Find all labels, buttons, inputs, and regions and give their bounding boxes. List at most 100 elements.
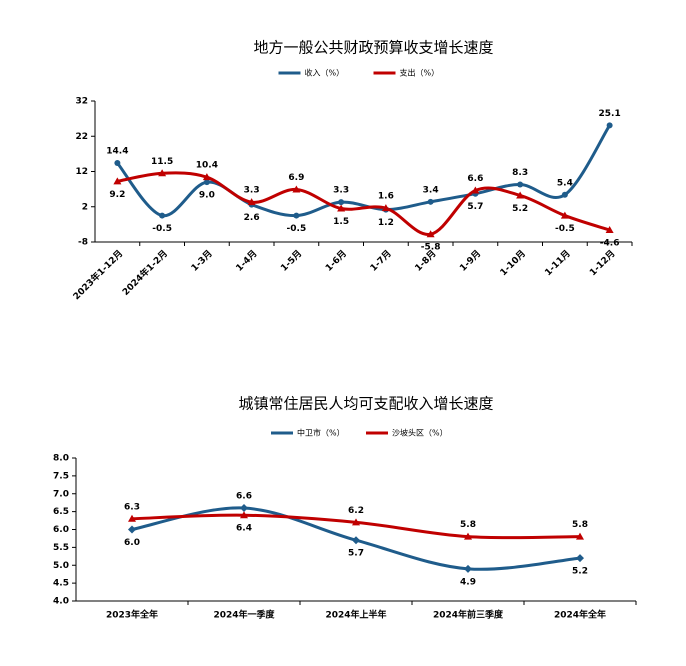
marker bbox=[293, 212, 300, 219]
x-tick-label: 1-7月 bbox=[368, 248, 394, 274]
series-line bbox=[117, 171, 611, 236]
x-tick-label: 2024年上半年 bbox=[325, 609, 386, 621]
marker bbox=[576, 532, 584, 540]
marker bbox=[292, 185, 301, 193]
series-line bbox=[116, 124, 611, 218]
data-label: -0.5 bbox=[555, 224, 575, 234]
data-label: 6.0 bbox=[124, 538, 140, 548]
data-label: 8.3 bbox=[512, 168, 528, 178]
data-label: 6.6 bbox=[467, 174, 483, 184]
data-label: -0.5 bbox=[152, 224, 172, 234]
y-tick-label: 7.5 bbox=[53, 471, 69, 481]
data-label: -0.5 bbox=[287, 224, 307, 234]
data-label: -4.6 bbox=[600, 239, 620, 249]
y-tick-label: 4.0 bbox=[53, 597, 69, 607]
data-label: 3.3 bbox=[244, 186, 260, 196]
data-label: 5.2 bbox=[512, 204, 528, 214]
y-tick-label: 5.5 bbox=[53, 543, 69, 553]
x-tick-label: 2023年全年 bbox=[106, 609, 158, 621]
marker bbox=[240, 511, 248, 519]
data-label: 5.7 bbox=[467, 202, 483, 212]
x-tick-label: 1-5月 bbox=[279, 248, 305, 274]
data-label: 14.4 bbox=[106, 147, 128, 157]
marker bbox=[352, 536, 360, 545]
data-label: 5.7 bbox=[348, 549, 364, 559]
legend-label: 沙坡头区（%） bbox=[392, 428, 448, 438]
data-label: 25.1 bbox=[599, 109, 621, 119]
x-tick-label: 2024年全年 bbox=[554, 609, 606, 621]
x-tick-label: 2024年一季度 bbox=[213, 609, 275, 621]
y-tick-label: 6.5 bbox=[53, 507, 69, 517]
x-tick-label: 2023年1-12月 bbox=[70, 247, 125, 302]
marker bbox=[560, 211, 569, 219]
data-label: 6.6 bbox=[236, 492, 252, 502]
data-label: 9.2 bbox=[109, 190, 125, 200]
marker bbox=[381, 204, 390, 212]
data-label: 6.2 bbox=[348, 506, 364, 516]
data-label: 11.5 bbox=[151, 157, 173, 167]
marker bbox=[606, 122, 613, 129]
marker bbox=[464, 564, 472, 573]
legend-label: 收入（%） bbox=[305, 68, 345, 78]
marker bbox=[113, 177, 122, 185]
data-label: 5.2 bbox=[572, 567, 588, 577]
data-label: 1.5 bbox=[333, 217, 349, 227]
marker bbox=[128, 525, 136, 534]
data-label: 5.8 bbox=[572, 520, 588, 530]
data-label: 3.3 bbox=[333, 186, 349, 196]
marker bbox=[605, 226, 614, 234]
y-tick-label: 8.0 bbox=[53, 454, 69, 464]
marker bbox=[338, 199, 345, 206]
marker bbox=[464, 532, 472, 540]
data-label: 10.4 bbox=[196, 161, 218, 171]
marker bbox=[247, 198, 256, 206]
x-tick-label: 2024年前三季度 bbox=[433, 609, 504, 621]
x-tick-label: 1-3月 bbox=[189, 248, 215, 274]
legend-label: 支出（%） bbox=[400, 68, 440, 78]
x-tick-label: 1-4月 bbox=[234, 248, 260, 274]
marker bbox=[517, 181, 524, 188]
y-tick-label: 5.0 bbox=[53, 561, 69, 571]
data-label: 4.9 bbox=[460, 577, 476, 587]
data-label: 6.3 bbox=[124, 502, 140, 512]
marker bbox=[128, 514, 136, 522]
x-tick-label: 1-6月 bbox=[323, 248, 349, 274]
data-label: 1.2 bbox=[378, 218, 394, 228]
x-tick-label: 1-9月 bbox=[458, 248, 484, 274]
marker bbox=[426, 230, 435, 238]
marker bbox=[427, 198, 434, 205]
marker bbox=[516, 191, 525, 199]
data-label: 6.9 bbox=[288, 173, 304, 183]
y-tick-label: 6.0 bbox=[53, 525, 69, 535]
marker bbox=[203, 179, 210, 186]
chart-title: 城镇常住居民人均可支配收入增长速度 bbox=[238, 395, 493, 413]
y-tick-label: 2 bbox=[82, 202, 88, 212]
x-tick-label: 2024年1-2月 bbox=[120, 247, 170, 297]
marker bbox=[352, 518, 360, 526]
data-label: 6.4 bbox=[236, 524, 252, 534]
y-tick-label: 32 bbox=[75, 97, 88, 107]
data-label: 9.0 bbox=[199, 191, 215, 201]
marker bbox=[576, 554, 584, 563]
marker bbox=[159, 212, 166, 219]
data-label: 5.4 bbox=[557, 178, 573, 188]
marker bbox=[114, 160, 121, 167]
y-tick-label: 12 bbox=[75, 167, 88, 177]
marker bbox=[240, 504, 248, 513]
marker bbox=[158, 169, 167, 177]
data-label: 1.6 bbox=[378, 192, 394, 202]
x-tick-label: 1-10月 bbox=[498, 248, 528, 278]
data-label: 2.6 bbox=[244, 213, 260, 223]
marker bbox=[202, 173, 211, 181]
marker bbox=[471, 186, 480, 194]
x-tick-label: 1-11月 bbox=[543, 248, 573, 278]
chart-title: 地方一般公共财政预算收支增长速度 bbox=[253, 39, 493, 57]
data-label: 5.8 bbox=[460, 520, 476, 530]
x-tick-label: 1-12月 bbox=[587, 248, 617, 278]
legend-label: 中卫市（%） bbox=[297, 428, 345, 438]
marker bbox=[337, 204, 346, 212]
data-label: 3.4 bbox=[423, 185, 439, 195]
y-tick-label: 7.0 bbox=[53, 489, 69, 499]
y-tick-label: -8 bbox=[78, 238, 88, 248]
